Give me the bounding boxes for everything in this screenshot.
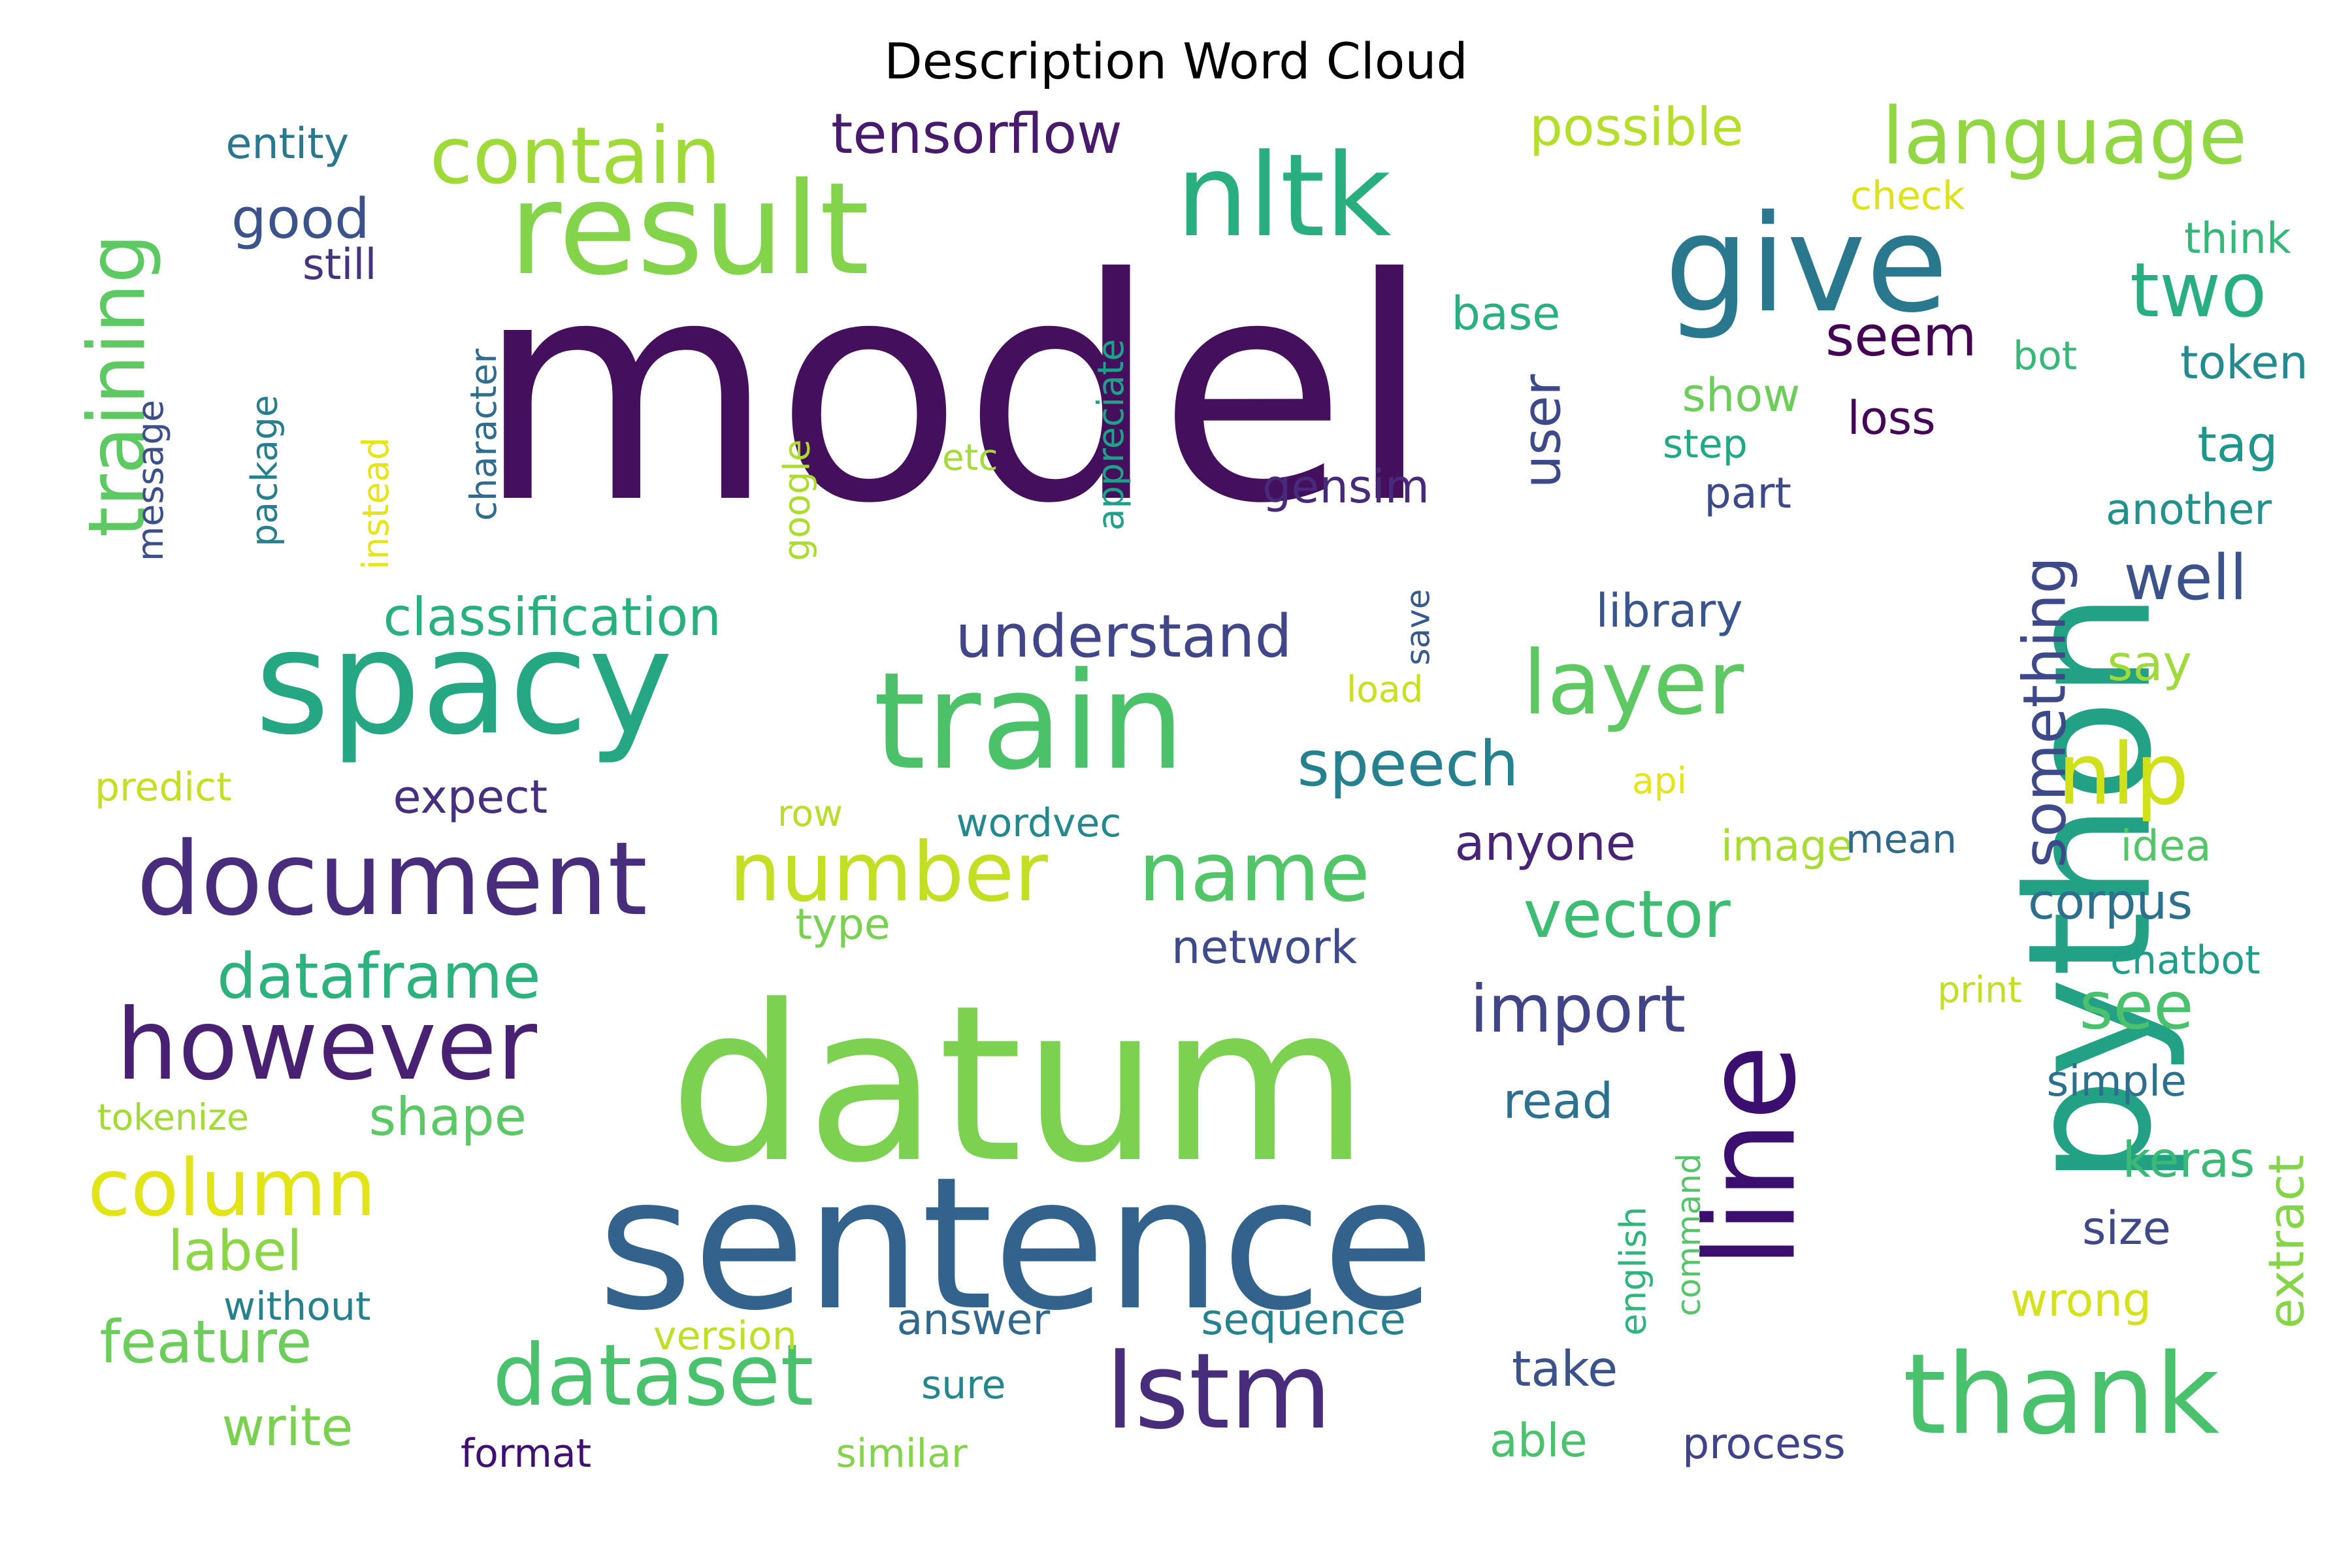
cloud-word: entity xyxy=(225,119,350,169)
cloud-word: thank xyxy=(1903,1330,2220,1460)
cloud-word: idea xyxy=(2120,821,2212,871)
cloud-word: tokenize xyxy=(97,1096,249,1138)
cloud-word: gensim xyxy=(1262,460,1429,514)
cloud-word: however xyxy=(116,988,538,1102)
cloud-word: dataframe xyxy=(217,940,541,1013)
cloud-word: english xyxy=(1612,1206,1654,1335)
cloud-word: seem xyxy=(1825,304,1977,369)
cloud-word: package xyxy=(243,394,286,547)
cloud-word: instead xyxy=(354,436,397,570)
cloud-word: image xyxy=(1721,821,1854,871)
cloud-word: think xyxy=(2184,214,2291,263)
cloud-word: loss xyxy=(1847,391,1936,445)
cloud-word: another xyxy=(2106,485,2272,534)
cloud-word: take xyxy=(1512,1339,1618,1397)
cloud-word: wrong xyxy=(2010,1273,2152,1327)
cloud-word: message xyxy=(129,399,171,561)
cloud-word: see xyxy=(2079,968,2194,1044)
cloud-word: tensorflow xyxy=(831,101,1122,167)
cloud-word: answer xyxy=(896,1295,1051,1345)
cloud-word: appreciate xyxy=(1089,338,1132,531)
cloud-word: column xyxy=(88,1143,376,1234)
cloud-word: model xyxy=(476,213,1432,570)
cloud-word: similar xyxy=(836,1431,968,1477)
cloud-word: document xyxy=(137,819,648,938)
cloud-word: row xyxy=(777,792,843,834)
cloud-word: character xyxy=(462,348,504,521)
cloud-word: read xyxy=(1503,1071,1614,1130)
cloud-word: import xyxy=(1470,971,1686,1047)
cloud-word: etc xyxy=(942,436,998,478)
cloud-word: sentence xyxy=(597,1138,1435,1351)
cloud-word: possible xyxy=(1529,97,1744,157)
cloud-word: print xyxy=(1937,968,2022,1011)
cloud-word: simple xyxy=(2046,1056,2187,1106)
cloud-word: shape xyxy=(368,1086,527,1147)
cloud-word: good xyxy=(231,186,370,252)
cloud-word: network xyxy=(1171,921,1358,974)
cloud-word: understand xyxy=(955,602,1292,671)
cloud-word: process xyxy=(1682,1419,1846,1469)
cloud-word: extract xyxy=(2257,1154,2315,1329)
cloud-word: corpus xyxy=(2028,872,2193,930)
cloud-word: contain xyxy=(429,111,721,202)
cloud-word: token xyxy=(2180,336,2308,389)
cloud-word: able xyxy=(1490,1414,1588,1467)
cloud-word: dataset xyxy=(493,1326,814,1425)
cloud-word: user xyxy=(1511,374,1572,489)
cloud-word: layer xyxy=(1522,631,1744,734)
cloud-word: size xyxy=(2082,1201,2171,1255)
cloud-word: write xyxy=(221,1397,353,1458)
cloud-word: version xyxy=(653,1313,797,1359)
cloud-word: label xyxy=(168,1218,302,1284)
cloud-word: well xyxy=(2123,542,2247,614)
cloud-word: library xyxy=(1595,584,1743,638)
cloud-word: keras xyxy=(2122,1130,2255,1188)
cloud-word: step xyxy=(1663,421,1748,467)
cloud-word: classification xyxy=(383,587,721,647)
cloud-word: type xyxy=(795,900,890,949)
cloud-word: datum xyxy=(669,959,1369,1210)
cloud-word: show xyxy=(1682,368,1801,422)
cloud-word: train xyxy=(873,644,1185,800)
cloud-word: vector xyxy=(1523,876,1731,953)
cloud-word: sequence xyxy=(1201,1295,1406,1345)
cloud-word: save xyxy=(1399,589,1437,666)
cloud-word: predict xyxy=(95,764,232,810)
cloud-word: wordvec xyxy=(956,800,1122,846)
cloud-word: anyone xyxy=(1454,813,1636,872)
cloud-word: speech xyxy=(1297,728,1519,800)
cloud-word: tag xyxy=(2197,415,2278,473)
cloud-word: spacy xyxy=(255,599,674,766)
cloud-word: language xyxy=(1882,91,2247,182)
cloud-word: bot xyxy=(2013,333,2078,379)
cloud-word: nlp xyxy=(2057,725,2189,824)
cloud-word: name xyxy=(1138,825,1371,920)
cloud-word: feature xyxy=(99,1308,312,1377)
cloud-word: mean xyxy=(1846,817,1957,862)
cloud-word: load xyxy=(1347,668,1424,710)
cloud-word: format xyxy=(461,1431,592,1477)
cloud-word: command xyxy=(1669,1153,1708,1316)
cloud-word: check xyxy=(1850,173,1965,219)
cloud-word: give xyxy=(1664,186,1949,342)
cloud-word: say xyxy=(2107,634,2192,692)
cloud-word: two xyxy=(2130,246,2267,335)
cloud-word: number xyxy=(729,825,1048,920)
cloud-word: base xyxy=(1451,287,1561,340)
cloud-word: lstm xyxy=(1105,1330,1332,1452)
cloud-word: google xyxy=(776,438,818,561)
cloud-word: result xyxy=(509,154,870,303)
cloud-word: something xyxy=(2010,556,2079,868)
cloud-word: chatbot xyxy=(2110,938,2261,983)
cloud-word: api xyxy=(1632,759,1687,802)
cloud-word: sure xyxy=(921,1362,1006,1408)
cloud-word: expect xyxy=(393,770,548,824)
cloud-word: without xyxy=(223,1284,371,1330)
cloud-word: nltk xyxy=(1176,129,1392,263)
cloud-word: part xyxy=(1704,468,1791,518)
cloud-word: still xyxy=(302,240,377,289)
chart-title: Description Word Cloud xyxy=(884,32,1468,90)
